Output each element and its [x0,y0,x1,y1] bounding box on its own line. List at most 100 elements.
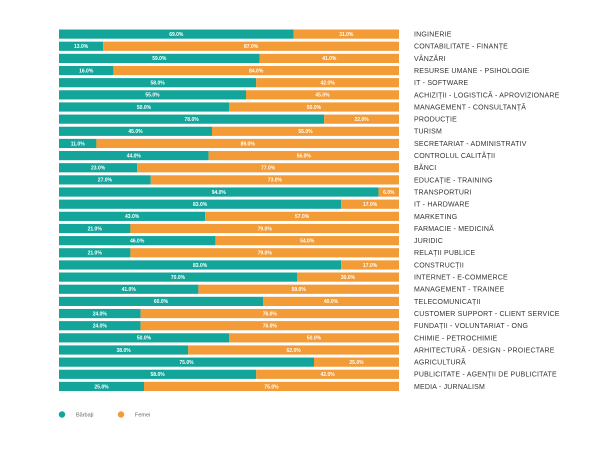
bar-barbati-marketing [59,211,206,221]
category-label-productie: PRODUCȚIE [414,117,457,124]
bar-barbati-relatii-publice [59,248,131,258]
bar-femei-telecomunicatii [263,296,399,306]
category-label-constructii: CONSTRUCȚII [414,262,464,269]
category-label-controlul-calitatii: CONTROLUL CALITĂȚII [414,151,495,160]
bar-femei-juridic [215,236,399,246]
category-label-internet-e-commerce: INTERNET - E-COMMERCE [414,275,508,282]
legend-label-barbati: Bărbați [76,413,93,419]
data-label-barbati-internet-e-commerce: 70.0% [171,275,186,281]
data-label-femei-transporturi: 6.0% [383,190,395,196]
bar-barbati-it-software [59,78,257,88]
data-label-barbati-resurse-umane-psihologie: 16.0% [79,68,94,74]
data-label-femei-customer-support-client-service: 76.0% [263,311,278,317]
bar-femei-transporturi [378,187,399,197]
data-label-femei-educatie-training: 73.0% [268,178,283,184]
bar-barbati-inginerie [59,29,294,39]
bar-barbati-media-jurnalism [59,381,144,392]
bar-femei-productie [324,114,399,124]
legend-swatch-femei [117,411,125,418]
category-label-turism: TURISM [414,129,442,136]
category-label-relatii-publice: RELAȚII PUBLICE [414,250,475,257]
bar-femei-vanzari [259,53,399,63]
category-label-media-jurnalism: MEDIA - JURNALISM [414,384,485,391]
bar-barbati-contabilitate-finante [59,41,104,51]
bar-barbati-publicitate-agentii-de-publicitate [59,369,257,379]
data-label-barbati-relatii-publice: 21.0% [88,251,103,257]
bar-barbati-educatie-training [59,175,151,185]
data-label-femei-chimie-petrochimie: 50.0% [307,336,322,342]
bar-barbati-turism [59,126,212,136]
data-label-barbati-customer-support-client-service: 24.0% [93,311,108,317]
data-label-barbati-productie: 78.0% [185,117,200,123]
bar-barbati-management-consultanta [59,102,229,112]
bar-barbati-arhitectura-design-proiectare [59,345,189,355]
bar-barbati-productie [59,114,325,124]
data-label-femei-it-hardware: 17.0% [363,202,378,208]
data-label-barbati-telecomunicatii: 60.0% [154,299,169,305]
data-label-femei-vanzari: 41.0% [322,56,337,62]
category-label-educatie-training: EDUCAȚIE - TRAINING [414,177,493,184]
data-label-barbati-constructii: 83.0% [193,263,208,269]
data-label-femei-it-software: 42.0% [321,81,336,87]
data-label-femei-relatii-publice: 79.0% [258,251,273,257]
bar-barbati-chimie-petrochimie [59,333,229,343]
data-label-barbati-marketing: 43.0% [125,214,140,220]
category-label-inginerie: INGINERIE [414,32,452,39]
data-label-femei-internet-e-commerce: 30.0% [341,275,356,281]
bar-barbati-resurse-umane-psihologie [59,65,114,76]
data-label-barbati-management-trainee: 41.0% [122,287,137,293]
data-label-barbati-banci: 23.0% [91,166,106,172]
bar-femei-fundatii-voluntariat-ong [140,321,399,331]
data-label-barbati-arhitectura-design-proiectare: 38.0% [117,348,132,354]
bar-barbati-vanzari [59,53,260,63]
bar-barbati-customer-support-client-service [59,308,141,319]
bar-barbati-controlul-calitatii [59,151,209,161]
bar-femei-achizitii-logistica-aprovizionare [246,90,399,100]
data-label-femei-turism: 55.0% [298,129,313,135]
data-label-femei-management-consultanta: 50.0% [307,105,322,111]
data-label-barbati-juridic: 46.0% [130,238,145,244]
bar-femei-marketing [205,211,399,221]
data-label-femei-controlul-calitatii: 56.0% [297,153,312,159]
data-label-femei-publicitate-agentii-de-publicitate: 42.0% [321,372,336,378]
data-label-barbati-agricultura: 75.0% [179,360,194,366]
bar-barbati-telecomunicatii [59,296,263,306]
data-label-femei-media-jurnalism: 75.0% [264,384,279,390]
bar-barbati-management-trainee [59,284,199,294]
bar-barbati-transporturi [59,187,379,197]
bar-femei-contabilitate-finante [103,41,399,51]
category-label-secretariat-administrativ: SECRETARIAT - ADMINISTRATIV [414,141,527,148]
data-label-femei-constructii: 17.0% [363,263,378,269]
data-label-barbati-secretariat-administrativ: 11.0% [71,141,85,147]
bar-femei-banci [137,163,399,173]
data-label-femei-arhitectura-design-proiectare: 62.0% [287,348,302,354]
bar-femei-relatii-publice [130,248,399,258]
bar-femei-customer-support-client-service [140,308,399,319]
data-label-femei-productie: 22.0% [355,117,370,123]
bar-femei-management-consultanta [229,102,399,112]
data-label-barbati-achizitii-logistica-aprovizionare: 55.0% [145,93,160,99]
category-label-customer-support-client-service: CUSTOMER SUPPORT - CLIENT SERVICE [414,311,560,318]
bar-barbati-achizitii-logistica-aprovizionare [59,90,246,100]
bar-barbati-secretariat-administrativ [59,138,97,149]
legend: Bărbați Femei [58,411,150,419]
data-label-barbati-fundatii-voluntariat-ong: 24.0% [93,324,108,330]
data-label-barbati-vanzari: 59.0% [152,56,167,62]
category-label-farmacie-medicina: FARMACIE - MEDICINĂ [414,224,494,233]
category-label-vanzari: VÂNZĂRI [414,54,446,63]
data-label-femei-achizitii-logistica-aprovizionare: 45.0% [315,93,330,99]
category-label-fundatii-voluntariat-ong: FUNDAȚII - VOLUNTARIAT - ONG [414,323,528,330]
data-label-barbati-management-consultanta: 50.0% [137,105,152,111]
bar-barbati-constructii [59,260,342,270]
data-label-femei-banci: 77.0% [261,166,276,172]
bar-femei-educatie-training [150,175,399,185]
data-label-barbati-transporturi: 94.0% [212,190,227,196]
category-label-marketing: MARKETING [414,214,457,221]
data-label-barbati-media-jurnalism: 25.0% [94,384,109,390]
bar-femei-internet-e-commerce [297,272,399,282]
data-label-femei-management-trainee: 59.0% [292,287,307,293]
data-label-femei-secretariat-administrativ: 89.0% [241,141,256,147]
bar-barbati-banci [59,163,138,173]
data-label-femei-resurse-umane-psihologie: 84.0% [249,68,264,74]
